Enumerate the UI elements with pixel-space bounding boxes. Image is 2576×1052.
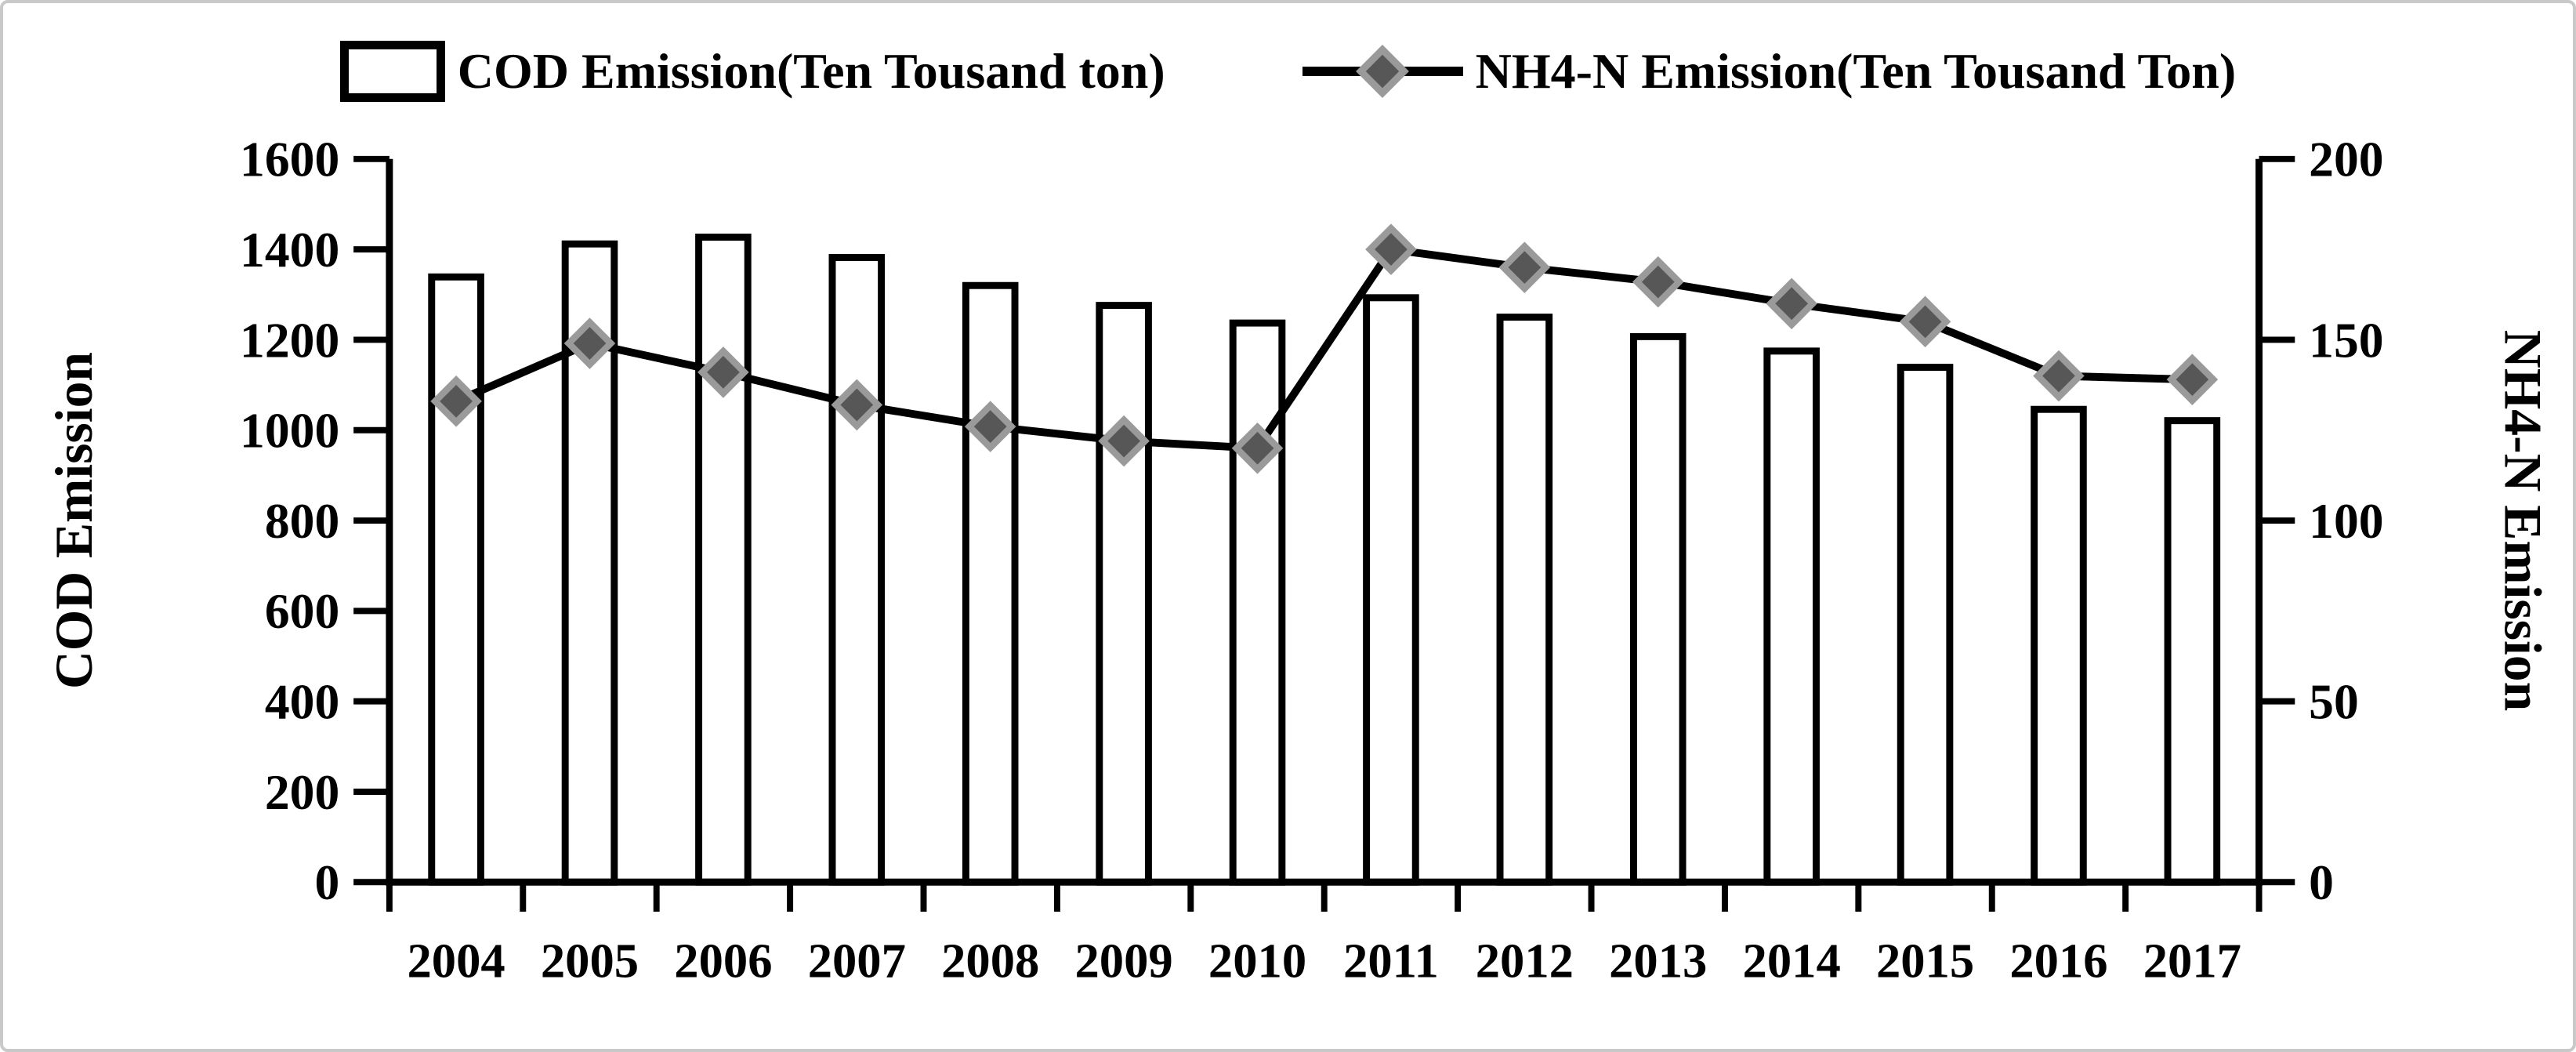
diamond-marker-inner — [973, 410, 1007, 443]
x-axis-label: 2007 — [808, 934, 906, 989]
x-axis-label: 2008 — [941, 934, 1039, 989]
left-axis-tick-label: 600 — [265, 583, 339, 639]
diamond-marker-inner — [1641, 265, 1675, 299]
diamond-marker-inner — [1241, 431, 1274, 465]
diamond-marker-inner — [2176, 363, 2209, 397]
left-axis-tick-label: 0 — [314, 854, 339, 910]
left-axis-tick-label: 1200 — [240, 312, 339, 368]
left-axis-tick-label: 800 — [265, 493, 339, 549]
x-axis-label: 2015 — [1876, 934, 1974, 989]
left-axis-tick-label: 400 — [265, 674, 339, 730]
bar-2004 — [428, 273, 484, 886]
x-axis-label: 2004 — [407, 934, 505, 989]
right-axis-tick-label: 0 — [2309, 854, 2334, 910]
bar-2009 — [1096, 302, 1152, 886]
right-axis-tick-label: 100 — [2309, 493, 2383, 549]
bar-2015 — [1897, 364, 1954, 886]
x-axis-label: 2005 — [541, 934, 639, 989]
x-axis-label: 2013 — [1609, 934, 1707, 989]
bar-2011 — [1363, 294, 1419, 886]
x-axis-label: 2011 — [1343, 934, 1439, 989]
x-axis-label: 2009 — [1075, 934, 1173, 989]
x-axis-label: 2010 — [1208, 934, 1306, 989]
bar-2010 — [1229, 319, 1286, 886]
bar-2007 — [828, 254, 886, 886]
x-axis-label: 2016 — [2009, 934, 2107, 989]
bar-2012 — [1496, 314, 1553, 886]
x-axis-label: 2014 — [1743, 934, 1841, 989]
bar-2006 — [695, 234, 752, 886]
x-axis-label: 2017 — [2143, 934, 2241, 989]
left-axis-tick-label: 1000 — [240, 403, 339, 459]
left-axis-tick-label: 1400 — [240, 222, 339, 278]
left-axis-tick-label: 200 — [265, 764, 339, 820]
x-axis-label: 2012 — [1476, 934, 1574, 989]
right-axis-tick-label: 50 — [2309, 674, 2359, 730]
left-axis-tick-label: 1600 — [240, 132, 339, 187]
diamond-marker-inner — [1375, 233, 1408, 266]
right-axis-title: NH4-N Emission — [2494, 330, 2552, 711]
left-axis-title: COD Emission — [45, 352, 103, 689]
right-axis-tick-label: 200 — [2309, 132, 2383, 187]
bar-2008 — [962, 281, 1019, 886]
bar-2017 — [2164, 417, 2221, 886]
bar-2014 — [1763, 347, 1820, 886]
x-axis-label: 2006 — [674, 934, 772, 989]
right-axis-tick-label: 150 — [2309, 312, 2383, 368]
bar-2016 — [2031, 405, 2087, 886]
diamond-marker-inner — [2042, 359, 2075, 393]
combo-chart: 0 200 400 600 800 1000 1200 1400 1600 0 50 100 150 20… — [45, 132, 2552, 989]
diamond-marker-inner — [1908, 305, 1942, 339]
bar-2013 — [1629, 332, 1687, 886]
diamond-marker-inner — [1508, 251, 1542, 285]
